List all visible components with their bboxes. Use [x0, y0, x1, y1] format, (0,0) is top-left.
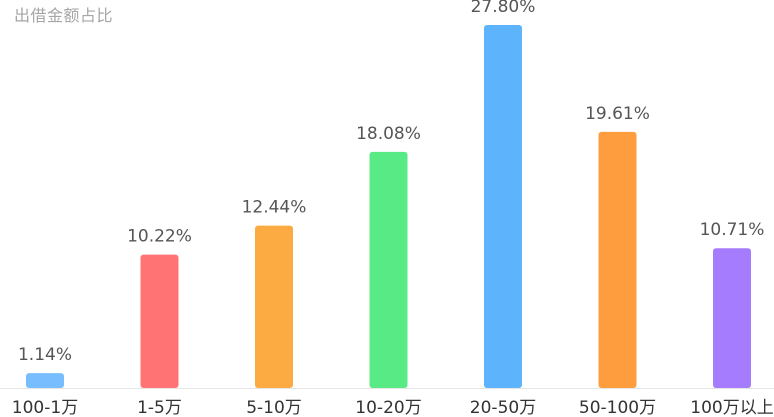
value-label-3: 12.44%	[242, 198, 307, 218]
value-label-6: 19.61%	[585, 104, 650, 124]
value-label-4: 18.08%	[356, 124, 421, 144]
bar-6	[598, 131, 637, 388]
value-label-5: 27.80%	[471, 0, 536, 17]
x-tick-label-3: 5-10万	[246, 398, 302, 417]
x-tick-label-1: 100-1万	[12, 398, 78, 417]
x-tick-label-5: 20-50万	[470, 398, 536, 417]
value-labels-group: 1.14% 10.22% 12.44% 18.08% 27.80% 19.61% 10.71…	[18, 0, 764, 365]
x-tick-label-4: 10-20万	[355, 398, 421, 417]
bar-3	[255, 225, 293, 388]
x-tick-label-2: 1-5万	[137, 398, 182, 417]
value-label-7: 10.71%	[700, 220, 765, 240]
value-label-1: 1.14%	[18, 345, 72, 365]
bars-group	[26, 25, 751, 388]
bar-7	[713, 248, 751, 388]
chart-title: 出借金额占比	[14, 6, 114, 25]
x-tick-label-7: 100万以上	[690, 398, 773, 417]
x-tick-label-6: 50-100万	[579, 398, 656, 417]
bar-5	[484, 25, 522, 388]
tick-labels-group: 100-1万 1-5万 5-10万 10-20万 20-50万 50-100万 100万以上	[12, 398, 774, 417]
bar-4	[369, 151, 408, 388]
value-label-2: 10.22%	[127, 227, 192, 247]
bar-2	[140, 254, 179, 388]
bar-1	[26, 373, 64, 388]
